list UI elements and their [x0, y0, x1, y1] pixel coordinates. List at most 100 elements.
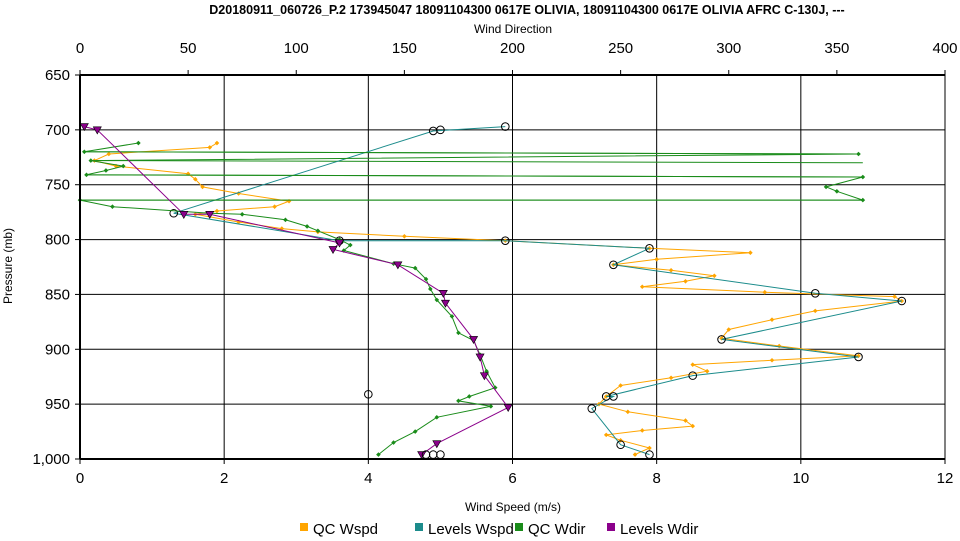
data-point	[492, 385, 498, 390]
bottom-tick-label: 2	[220, 470, 228, 487]
data-point	[412, 265, 418, 271]
y-tick-label: 750	[45, 177, 70, 194]
data-point	[897, 296, 907, 306]
data-point	[769, 317, 775, 322]
data-point	[603, 432, 609, 438]
data-point	[860, 197, 866, 203]
data-point	[466, 394, 472, 399]
data-point	[892, 294, 897, 299]
data-point	[417, 451, 427, 460]
data-point	[769, 357, 775, 363]
data-point	[503, 404, 513, 413]
data-point	[193, 176, 198, 182]
legend-label: Levels Wspd	[428, 521, 514, 538]
y-tick-label: 900	[45, 341, 70, 358]
data-point	[762, 289, 768, 295]
top-tick-label: 100	[284, 40, 309, 57]
data-point	[341, 248, 347, 253]
bottom-tick-label: 8	[652, 470, 660, 487]
data-point	[609, 260, 618, 270]
data-point	[438, 290, 448, 298]
chart-title: D20180911_060726_P.2 173945047 180911043…	[209, 3, 844, 17]
data-point	[479, 372, 489, 381]
bottom-tick-label: 6	[508, 470, 516, 487]
top-tick-label: 200	[500, 40, 525, 57]
data-point	[402, 233, 407, 239]
data-point	[668, 267, 674, 273]
legend-swatch	[607, 523, 615, 531]
data-point	[618, 438, 623, 443]
top-axis-label: Wind Direction	[474, 22, 552, 36]
data-point	[315, 228, 321, 234]
data-point	[668, 375, 674, 381]
data-point	[328, 246, 338, 255]
data-point	[434, 297, 440, 303]
data-point	[434, 415, 440, 420]
data-point	[92, 126, 102, 135]
series-line	[92, 142, 904, 456]
data-point	[726, 327, 732, 332]
data-point	[618, 383, 623, 388]
data-point	[688, 371, 698, 380]
data-point	[625, 409, 631, 415]
legend-label: Levels Wdir	[620, 521, 698, 538]
data-point	[647, 445, 652, 451]
data-point	[110, 204, 115, 209]
series-qc-wdir	[77, 140, 866, 457]
data-point	[304, 224, 310, 229]
data-point	[79, 123, 89, 132]
legend-label: QC Wspd	[313, 521, 378, 538]
legend-swatch	[415, 523, 423, 531]
data-point	[639, 284, 645, 290]
y-tick-label: 1,000	[32, 451, 70, 468]
data-point	[214, 140, 220, 146]
extra-marker	[428, 450, 438, 459]
data-point	[432, 440, 442, 449]
data-point	[776, 343, 782, 349]
data-point	[272, 204, 277, 209]
bottom-tick-label: 12	[937, 470, 954, 487]
data-point	[475, 353, 485, 362]
data-point	[376, 452, 381, 457]
data-point	[214, 208, 220, 214]
data-point	[712, 273, 717, 279]
y-tick-label: 800	[45, 232, 70, 249]
data-point	[632, 452, 638, 457]
data-point	[205, 211, 215, 219]
data-point	[428, 286, 433, 292]
data-point	[639, 428, 645, 433]
data-point	[456, 398, 461, 404]
data-point	[500, 122, 510, 131]
data-point	[207, 145, 213, 150]
series-levels-wspd	[169, 122, 907, 459]
top-tick-label: 50	[180, 40, 197, 57]
y-tick-label: 650	[45, 67, 70, 84]
data-point	[469, 336, 479, 345]
series-layer	[77, 122, 907, 460]
data-point	[683, 278, 688, 284]
top-tick-label: 400	[932, 40, 957, 57]
series-line	[79, 142, 863, 455]
data-point	[823, 184, 829, 190]
data-point	[500, 236, 510, 245]
legend-swatch	[300, 523, 308, 531]
data-point	[440, 299, 450, 308]
axes: 0 2 4 6 8 10 12 0 50 100 150 200 250 300 350 400 650 700 7…	[32, 40, 957, 487]
data-point	[334, 239, 345, 248]
top-tick-label: 250	[608, 40, 633, 57]
data-point	[834, 188, 840, 194]
data-point	[279, 226, 285, 231]
data-point	[488, 404, 494, 409]
data-point	[717, 335, 726, 344]
data-point	[391, 440, 396, 445]
legend-item: QC Wspd	[300, 521, 378, 538]
data-point	[169, 208, 179, 218]
series-levels-wdir	[79, 123, 513, 460]
legend: QC Wspd Levels Wspd QC Wdir Levels Wdir	[300, 521, 698, 538]
data-point	[200, 184, 205, 190]
legend-item: Levels Wspd	[415, 521, 514, 538]
data-point	[179, 211, 189, 219]
legend-swatch	[515, 523, 523, 531]
data-point	[810, 289, 820, 298]
